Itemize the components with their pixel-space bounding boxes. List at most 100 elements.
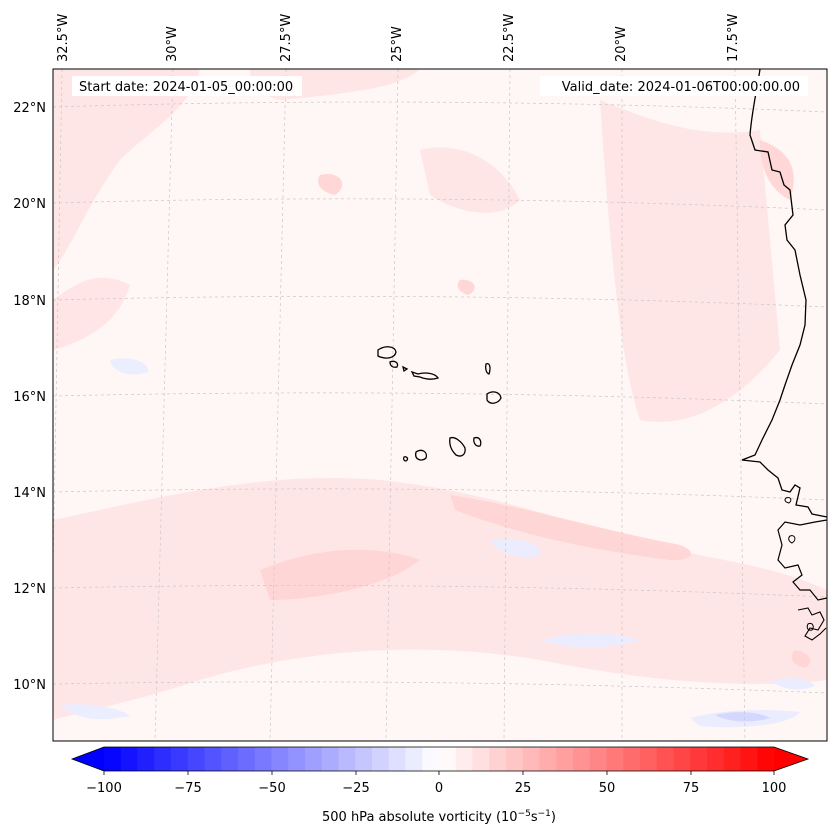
- parallel-12n: [53, 585, 827, 598]
- parallel-22n: [53, 101, 827, 113]
- cbar-tick-label: −50: [258, 781, 285, 796]
- lat-label-22n: 22°N: [13, 101, 46, 116]
- lat-label-16n: 16°N: [13, 390, 46, 405]
- island-santa-luzia: [402, 365, 409, 373]
- parallel-16n: [53, 392, 827, 405]
- lat-label-10n: 10°N: [13, 678, 46, 693]
- meridian-17-5w: [734, 69, 746, 741]
- cbar-tick-label: 50: [599, 781, 616, 796]
- meridian-22-5w: [503, 69, 511, 741]
- island-sao-vicente: [389, 360, 399, 368]
- island-fogo: [415, 449, 428, 461]
- cbar-title-mid: s: [531, 810, 538, 825]
- colorbar-bin: [254, 747, 272, 771]
- longitude-labels: 32.5°W 30°W 27.5°W 25°W 22.5°W 20°W 17.5…: [56, 14, 741, 62]
- guinea-bissau-coast: [777, 519, 827, 601]
- cbar-tick-label: −100: [86, 781, 122, 796]
- colorbar-bin: [623, 747, 641, 771]
- africa-coastline: [741, 69, 827, 518]
- bissagos-island-2: [788, 535, 796, 544]
- valid-date-label: Valid_date: 2024-01-06T00:00:00.00: [562, 80, 800, 95]
- colorbar-min-extension: [72, 747, 104, 771]
- parallel-10n: [53, 681, 827, 694]
- island-maio: [473, 436, 482, 447]
- colorbar-bin: [673, 747, 691, 771]
- colorbar: −100 −75 −50 −25 0 25 50 75 100 500 hPa …: [70, 746, 810, 825]
- meridian-32-5w: [53, 69, 63, 593]
- lon-label-17-5w: 17.5°W: [726, 14, 741, 62]
- colorbar-bin: [455, 747, 473, 771]
- lon-label-22-5w: 22.5°W: [502, 14, 517, 62]
- colorbar-bin: [573, 747, 591, 771]
- cape-verde-islands[interactable]: [377, 346, 502, 462]
- lon-label-32-5w: 32.5°W: [56, 14, 71, 62]
- colorbar-bin: [757, 747, 775, 771]
- colorbar-bin: [338, 747, 356, 771]
- island-brava: [402, 456, 409, 462]
- lon-label-27-5w: 27.5°W: [279, 14, 294, 62]
- colorbar-bin: [187, 747, 205, 771]
- cbar-title-main: 500 hPa absolute vorticity (10: [322, 810, 518, 825]
- meridian-25w: [385, 69, 399, 741]
- colorbar-bin: [321, 747, 339, 771]
- vorticity-contours-negative-strong: [715, 712, 770, 722]
- colorbar-bin: [723, 747, 741, 771]
- colorbar-bin: [288, 747, 306, 771]
- cbar-title-sup2: −1: [538, 809, 551, 819]
- colorbar-bin: [640, 747, 658, 771]
- colorbar-bin: [388, 747, 406, 771]
- start-date-label: Start date: 2024-01-05_00:00:00: [79, 80, 293, 95]
- island-boa-vista: [486, 391, 502, 404]
- colorbar-bin: [271, 747, 289, 771]
- cbar-tick-label: 100: [762, 781, 787, 796]
- vorticity-contours-positive: [53, 69, 827, 720]
- colorbar-bin: [221, 747, 239, 771]
- colorbar-bin: [439, 747, 457, 771]
- cbar-tick-label: 75: [683, 781, 700, 796]
- colorbar-bin: [539, 747, 557, 771]
- cbar-tick-label: 25: [515, 781, 532, 796]
- vorticity-contours-negative: [60, 358, 815, 728]
- colorbar-bin: [656, 747, 674, 771]
- lat-label-20n: 20°N: [13, 197, 46, 212]
- bissagos-island-1: [806, 623, 814, 631]
- colorbar-bin: [740, 747, 758, 771]
- colorbar-bin: [204, 747, 222, 771]
- valid-date-box: [540, 76, 808, 96]
- colorbar-bin: [522, 747, 540, 771]
- colorbar-bin: [238, 747, 256, 771]
- cbar-tick-label: −25: [342, 781, 369, 796]
- colorbar-bin: [137, 747, 155, 771]
- colorbar-bin: [606, 747, 624, 771]
- island-santo-antao: [377, 346, 397, 359]
- lon-label-30w: 30°W: [165, 26, 180, 62]
- parallel-20n: [53, 198, 827, 211]
- parallel-14n: [53, 488, 827, 501]
- colorbar-max-extension: [774, 747, 808, 771]
- lon-label-25w: 25°W: [390, 26, 405, 62]
- map-area[interactable]: [50, 69, 827, 741]
- colorbar-bin: [707, 747, 725, 771]
- island-sal: [484, 362, 491, 375]
- colorbar-bin: [305, 747, 323, 771]
- map-frame: [52, 68, 828, 742]
- colorbar-bin: [422, 747, 440, 771]
- meridian-27-5w: [269, 69, 287, 741]
- colorbar-tick-labels: −100 −75 −50 −25 0 25 50 75 100: [86, 781, 786, 796]
- bissagos-island-3: [784, 497, 792, 504]
- colorbar-bin: [120, 747, 138, 771]
- colorbar-bin: [472, 747, 490, 771]
- cbar-title-sup1: −5: [518, 809, 531, 819]
- lat-label-12n: 12°N: [13, 582, 46, 597]
- colorbar-bin: [556, 747, 574, 771]
- colorbar-bin: [405, 747, 423, 771]
- island-santiago: [449, 436, 466, 457]
- cbar-tick-label: 0: [435, 781, 443, 796]
- graticule: [53, 69, 827, 741]
- colorbar-tick-marks: [103, 771, 775, 775]
- colorbar-bin: [589, 747, 607, 771]
- start-date-box: [72, 76, 302, 96]
- meridian-30w: [154, 69, 174, 741]
- colorbar-bin: [489, 747, 507, 771]
